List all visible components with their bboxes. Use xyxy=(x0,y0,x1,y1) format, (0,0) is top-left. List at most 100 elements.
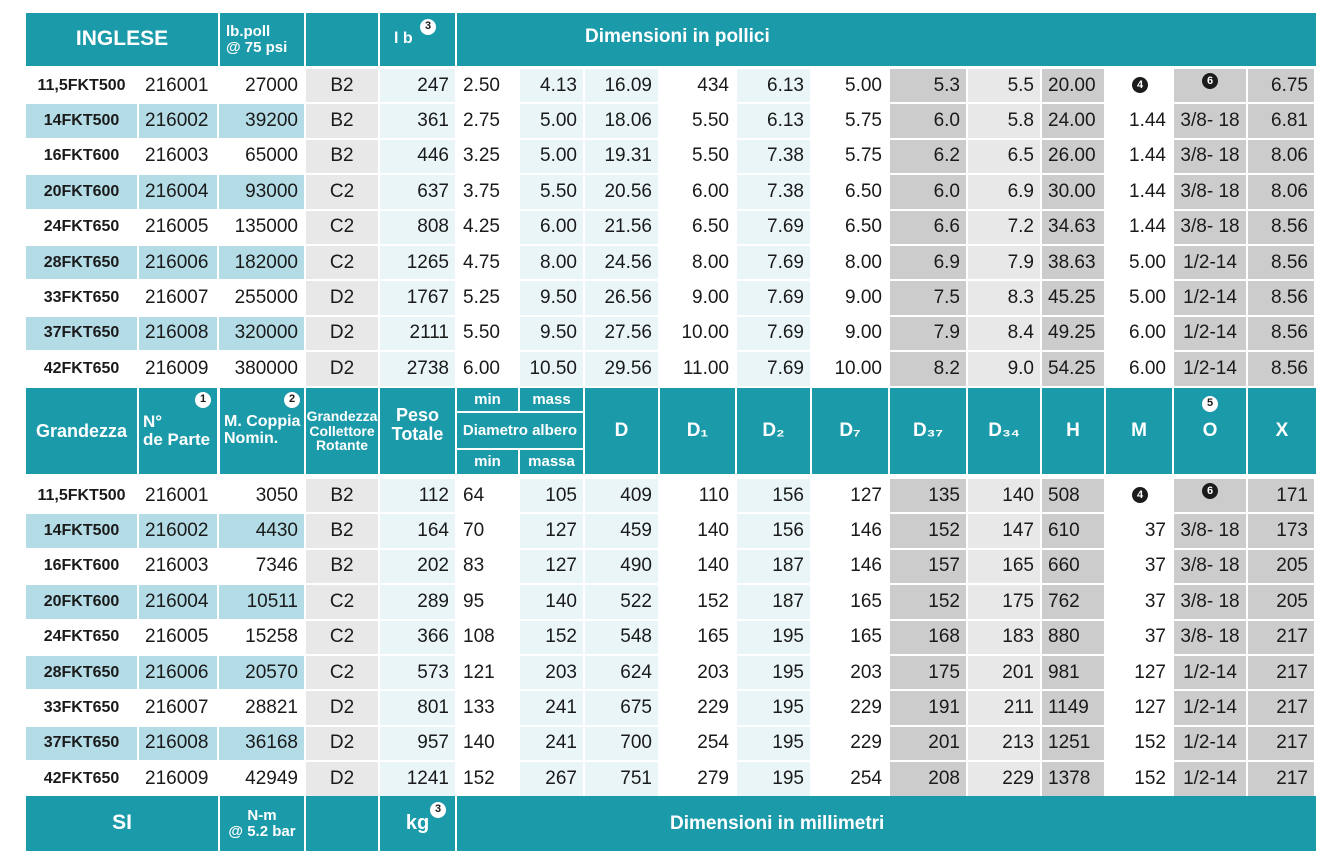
lb-label: l b xyxy=(394,30,413,48)
metric-cell-r4-c16: 3/8- 18 xyxy=(1174,585,1246,619)
header-col-h: H xyxy=(1042,388,1104,474)
imperial-cell-r2-c13: 5.8 xyxy=(968,104,1040,138)
metric-cell-r1-c8: 409 xyxy=(585,479,658,513)
imperial-cell-r8-c4: D2 xyxy=(306,316,378,351)
metric-cell-r6-c8: 624 xyxy=(585,656,658,690)
imperial-cell-r6-c10: 7.69 xyxy=(737,246,810,280)
imperial-cell-r3-c16: 3/8- 18 xyxy=(1174,139,1246,174)
metric-cell-r8-c2: 216008 xyxy=(139,726,217,761)
imperial-cell-r4-c16: 3/8- 18 xyxy=(1174,175,1246,209)
imperial-cell-r4-c6: 3.75 xyxy=(457,175,518,209)
metric-cell-r9-c2: 216009 xyxy=(139,762,217,796)
imperial-cell-r6-c17: 8.56 xyxy=(1248,246,1314,280)
imperial-row-name: 33FKT650 xyxy=(26,281,137,315)
imperial-cell-r6-c16: 1/2-14 xyxy=(1174,246,1246,280)
metric-cell-r5-c5: 366 xyxy=(380,620,455,654)
collettore-line3: Rotante xyxy=(315,437,369,454)
header-kg: kg 3 xyxy=(380,796,455,851)
metric-cell-r9-c7: 267 xyxy=(520,762,583,796)
imperial-cell-r7-c6: 5.25 xyxy=(457,281,518,315)
metric-cell-r7-c14: 1149 xyxy=(1042,691,1104,725)
metric-cell-r6-c7: 203 xyxy=(520,656,583,690)
lbpoll-line1: lb.poll xyxy=(226,22,271,40)
metric-cell-r6-c14: 981 xyxy=(1042,656,1104,690)
imperial-cell-r3-c4: B2 xyxy=(306,139,378,174)
col-h-label: H xyxy=(1066,420,1080,442)
imperial-cell-r2-c2: 216002 xyxy=(139,104,217,138)
metric-cell-r8-c11: 229 xyxy=(812,726,888,761)
imperial-cell-r5-c13: 7.2 xyxy=(968,210,1040,244)
metric-cell-r5-c8: 548 xyxy=(585,620,658,654)
header-col-m: M xyxy=(1106,388,1172,474)
metric-o-note-cell: 6 xyxy=(1174,479,1246,513)
metric-cell-r1-c13: 140 xyxy=(968,479,1040,513)
metric-cell-r5-c12: 168 xyxy=(890,620,966,654)
collettore-line2: Collettore xyxy=(309,422,375,439)
metric-cell-r8-c10: 195 xyxy=(737,726,810,761)
imperial-cell-r9-c14: 54.25 xyxy=(1042,352,1104,386)
metric-cell-r1-c17: 171 xyxy=(1248,479,1314,513)
header-min-top: min xyxy=(457,388,518,411)
metric-cell-r2-c10: 156 xyxy=(737,514,810,548)
metric-cell-r7-c11: 229 xyxy=(812,691,888,725)
metric-cell-r5-c16: 3/8- 18 xyxy=(1174,620,1246,654)
metric-cell-r1-c4: B2 xyxy=(306,479,378,513)
imperial-cell-r1-c14: 20.00 xyxy=(1042,69,1104,103)
metric-cell-r9-c15: 152 xyxy=(1106,762,1172,796)
imperial-cell-r4-c14: 30.00 xyxy=(1042,175,1104,209)
imperial-cell-r1-c12: 5.3 xyxy=(890,69,966,103)
header-col-d: D xyxy=(585,388,658,474)
imperial-cell-r2-c3: 39200 xyxy=(219,104,304,138)
imperial-cell-r2-c7: 5.00 xyxy=(520,104,583,138)
imperial-cell-r5-c5: 808 xyxy=(380,210,455,244)
imperial-cell-r9-c5: 2738 xyxy=(380,352,455,386)
metric-cell-r3-c4: B2 xyxy=(306,549,378,584)
dim-pollici-label: Dimensioni in pollici xyxy=(585,26,770,47)
imperial-cell-r9-c17: 8.56 xyxy=(1248,352,1314,386)
imperial-cell-r3-c11: 5.75 xyxy=(812,139,888,174)
metric-cell-r4-c14: 762 xyxy=(1042,585,1104,619)
min-bottom-label: min xyxy=(474,453,501,471)
col-d37-label: D₃₇ xyxy=(912,420,944,442)
metric-cell-r4-c11: 165 xyxy=(812,585,888,619)
imperial-cell-r2-c12: 6.0 xyxy=(890,104,966,138)
metric-cell-r7-c17: 217 xyxy=(1248,691,1314,725)
metric-cell-r3-c8: 490 xyxy=(585,549,658,584)
metric-cell-r6-c10: 195 xyxy=(737,656,810,690)
metric-cell-r9-c5: 1241 xyxy=(380,762,455,796)
metric-cell-r9-c17: 217 xyxy=(1248,762,1314,796)
metric-cell-r2-c16: 3/8- 18 xyxy=(1174,514,1246,548)
metric-cell-r5-c15: 37 xyxy=(1106,620,1172,654)
metric-cell-r1-c6: 64 xyxy=(457,479,518,513)
imperial-cell-r8-c6: 5.50 xyxy=(457,316,518,351)
coppia-line1: M. Coppia xyxy=(224,413,301,431)
metric-cell-r3-c16: 3/8- 18 xyxy=(1174,549,1246,584)
metric-cell-r3-c12: 157 xyxy=(890,549,966,584)
imperial-cell-r3-c14: 26.00 xyxy=(1042,139,1104,174)
imperial-cell-r4-c2: 216004 xyxy=(139,175,217,209)
metric-cell-r7-c7: 241 xyxy=(520,691,583,725)
metric-cell-r8-c16: 1/2-14 xyxy=(1174,726,1246,761)
imperial-cell-r8-c8: 27.56 xyxy=(585,316,658,351)
imperial-cell-r3-c10: 7.38 xyxy=(737,139,810,174)
col-o-label: O xyxy=(1202,420,1218,442)
imperial-cell-r2-c11: 5.75 xyxy=(812,104,888,138)
imperial-cell-r7-c3: 255000 xyxy=(219,281,304,315)
imperial-cell-r4-c12: 6.0 xyxy=(890,175,966,209)
imperial-cell-r2-c16: 3/8- 18 xyxy=(1174,104,1246,138)
note-4-badge: 4 xyxy=(1132,487,1148,503)
metric-cell-r4-c13: 175 xyxy=(968,585,1040,619)
imperial-cell-r1-c5: 247 xyxy=(380,69,455,103)
metric-cell-r3-c3: 7346 xyxy=(219,549,304,584)
metric-cell-r3-c10: 187 xyxy=(737,549,810,584)
imperial-cell-r7-c8: 26.56 xyxy=(585,281,658,315)
metric-row-name: 11,5FKT500 xyxy=(26,479,137,513)
header-min-bottom: min xyxy=(457,450,518,474)
imperial-row-name: 37FKT650 xyxy=(26,316,137,351)
imperial-cell-r2-c15: 1.44 xyxy=(1106,104,1172,138)
min-top-label: min xyxy=(474,390,501,408)
imperial-cell-r3-c8: 19.31 xyxy=(585,139,658,174)
metric-cell-r5-c7: 152 xyxy=(520,620,583,654)
metric-cell-r7-c9: 229 xyxy=(660,691,735,725)
